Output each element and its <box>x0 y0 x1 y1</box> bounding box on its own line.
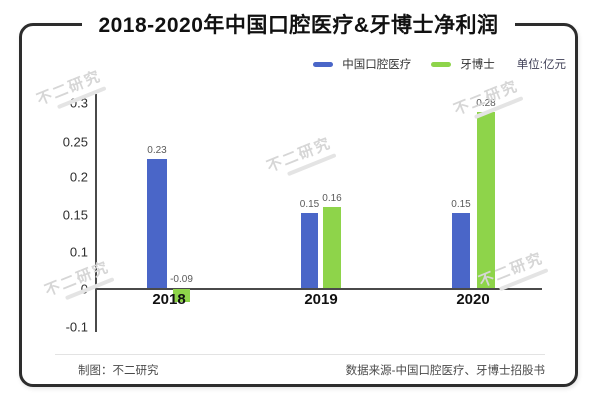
y-tick-label: 0.3 <box>69 95 88 111</box>
x-category-label-2020: 2020 <box>456 291 490 308</box>
chart-title: 2018-2020年中国口腔医疗&牙博士净利润 <box>82 9 515 39</box>
legend-swatch-yaboshi <box>431 61 452 67</box>
y-tick-label: 0 <box>80 281 88 297</box>
bar-value-label: 0.15 <box>299 199 320 210</box>
y-tick-label: 0.1 <box>69 244 88 260</box>
y-tick-label: 0.25 <box>62 134 88 150</box>
credit-text: 制图：不二研究 <box>78 365 159 377</box>
title-row: 2018-2020年中国口腔医疗&牙博士净利润 <box>19 9 578 39</box>
bar-value-label: 0.16 <box>322 193 342 204</box>
y-tick-label: 0.2 <box>69 169 88 185</box>
x-category-label-2019: 2019 <box>304 291 338 308</box>
legend-label-yaboshi: 牙博士 <box>460 59 495 71</box>
bar-2020-牙博士 <box>477 112 495 288</box>
legend: 中国口腔医疗 牙博士 单位:亿元 <box>313 56 566 72</box>
bar-value-label: 0.23 <box>147 145 167 156</box>
legend-label-china-oral: 中国口腔医疗 <box>342 59 412 71</box>
bar-value-label: 0.28 <box>476 98 496 109</box>
x-category-label-2018: 2018 <box>152 291 186 308</box>
bar-value-label: -0.09 <box>170 274 193 285</box>
bar-2018-中国口腔医疗 <box>147 159 167 288</box>
bar-2018-牙博士 <box>173 289 190 302</box>
footer-divider <box>55 354 545 355</box>
watermark: 不二研究 <box>263 132 337 183</box>
unit-label: 单位:亿元 <box>516 59 566 71</box>
x-axis-zero-line <box>95 288 542 290</box>
bar-2019-中国口腔医疗 <box>301 213 318 288</box>
y-axis-line <box>95 94 97 332</box>
y-tick-label: -0.1 <box>65 319 88 335</box>
bar-2019-牙博士 <box>323 207 341 288</box>
bar-value-label: 0.15 <box>451 199 471 210</box>
y-tick-label: 0.15 <box>62 207 88 223</box>
bar-2020-中国口腔医疗 <box>452 213 470 288</box>
data-source-text: 数据来源-中国口腔医疗、牙博士招股书 <box>345 365 545 377</box>
legend-swatch-china-oral <box>313 61 334 67</box>
